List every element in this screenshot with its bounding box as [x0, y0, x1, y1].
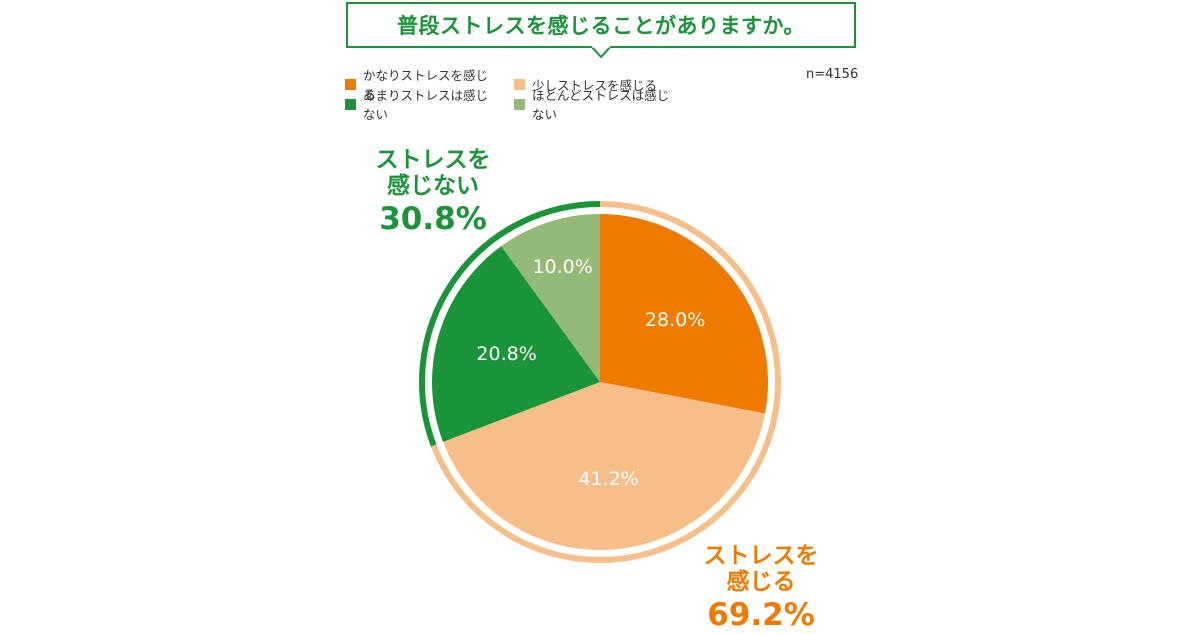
legend-label-0: かなりストレスを感じる	[363, 68, 489, 102]
pie-slice-3	[501, 214, 600, 382]
group-label-stress: ストレスを 感じる 69.2%	[686, 543, 836, 634]
pie-slice-2	[432, 246, 600, 442]
pie-label-2: 20.8%	[476, 343, 536, 365]
sample-size-label: n=4156	[806, 67, 859, 82]
pie-label-0: 28.0%	[645, 309, 705, 331]
legend-item-1: 少しストレスを感じる	[514, 75, 674, 94]
legend-swatch-2	[345, 98, 356, 110]
group-name-stress-line2: 感じる	[726, 569, 796, 596]
legend-label-2: あまりストレスは感じない	[363, 88, 489, 122]
group-value-no-stress: 30.8%	[379, 200, 487, 237]
pie-slice-1	[443, 382, 766, 550]
group-name-stress-line1: ストレスを	[703, 543, 819, 569]
group-label-no-stress: ストレスを 感じない 30.8%	[358, 147, 508, 238]
pie-label-1: 41.2%	[578, 468, 638, 490]
legend-swatch-0	[345, 78, 356, 90]
legend-item-3: ほとんどストレスは感じない	[514, 85, 674, 123]
legend-label-3: ほとんどストレスは感じない	[532, 88, 670, 122]
pie-label-3: 10.0%	[532, 256, 592, 278]
group-name-no-stress-line2: 感じない	[387, 173, 479, 200]
legend-swatch-1	[514, 78, 525, 90]
chart-title: 普段ストレスを感じることがありますか。	[396, 14, 806, 38]
ring-arc-stress	[430, 201, 781, 563]
legend: かなりストレスを感じる 少しストレスを感じる あまりストレスは感じない ほとんど…	[345, 68, 688, 122]
group-value-stress: 69.2%	[707, 596, 815, 633]
ring-arc-no-stress	[419, 201, 601, 447]
group-name-no-stress-line1: ストレスを	[375, 147, 491, 173]
legend-swatch-3	[514, 98, 525, 110]
legend-item-0: かなりストレスを感じる	[345, 65, 500, 103]
legend-item-2: あまりストレスは感じない	[345, 85, 500, 123]
pie-slice-0	[600, 214, 768, 414]
legend-label-1: 少しストレスを感じる	[532, 77, 658, 93]
chart-title-box: 普段ストレスを感じることがありますか。	[346, 2, 856, 48]
